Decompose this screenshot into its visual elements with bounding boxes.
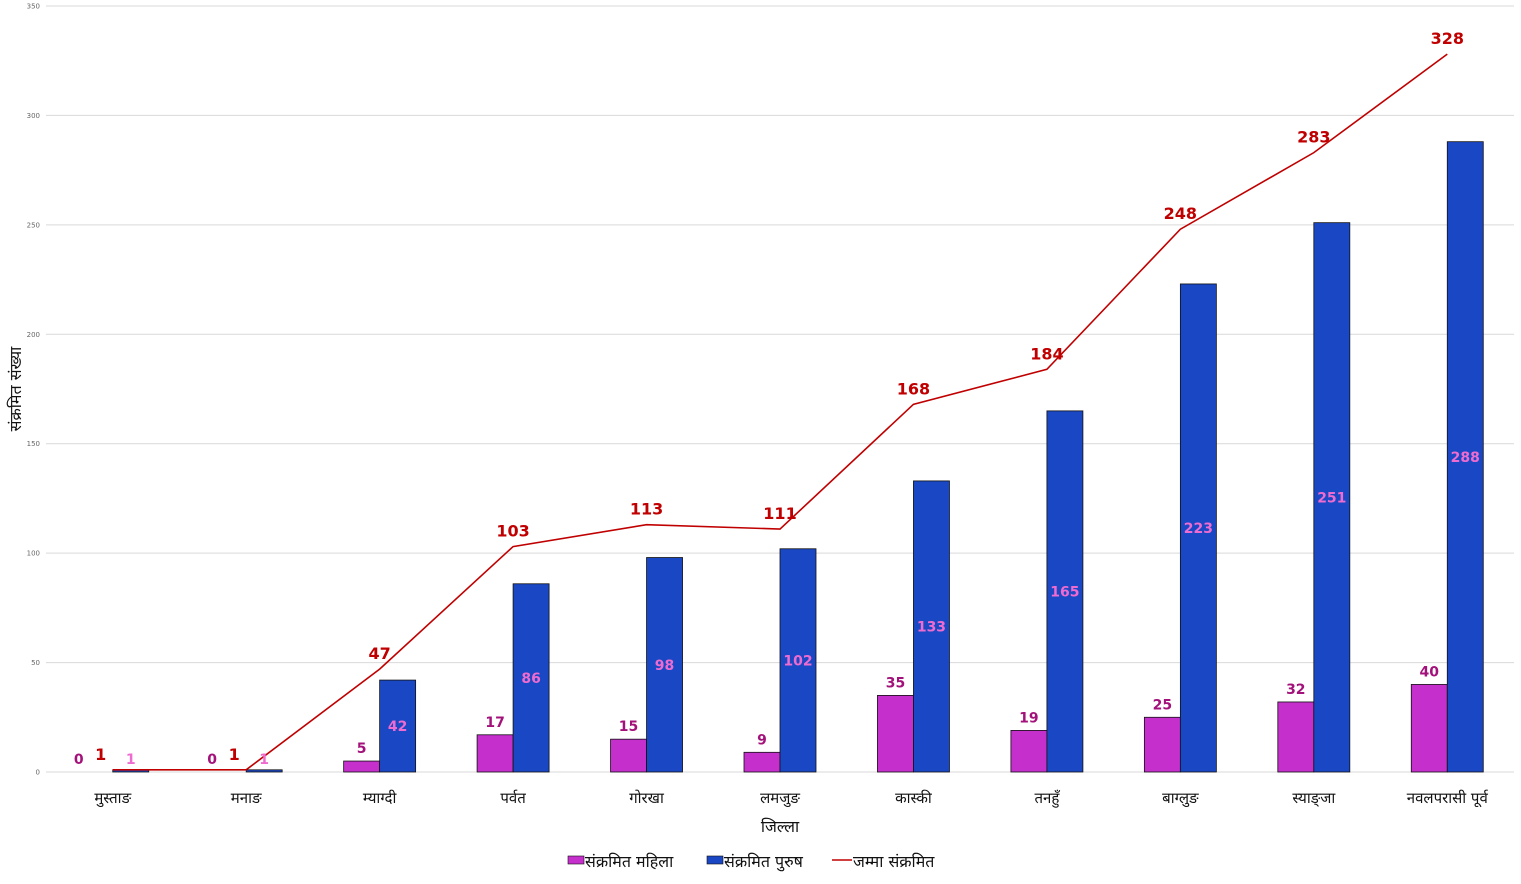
legend-label-male: संक्रमित पुरुष [724, 852, 804, 872]
bar-male-2 [379, 679, 417, 773]
legend-swatch-female [567, 855, 585, 865]
bar-female-10 [1410, 684, 1448, 773]
label-total-2: 47 [369, 644, 391, 663]
label-total-0: 1 [95, 745, 106, 764]
label-female-5: 9 [757, 732, 767, 748]
bar-male-9 [1313, 222, 1351, 773]
label-male-0: 1 [126, 752, 136, 768]
label-total-7: 184 [1030, 344, 1063, 363]
x-tick-0: मुस्ताङ [94, 789, 131, 808]
x-tick-10: नवलपरासी पूर्व [1407, 789, 1489, 808]
x-tick-6: कास्की [895, 789, 933, 807]
label-male-1: 1 [259, 752, 269, 768]
label-total-5: 111 [763, 504, 796, 523]
label-male-7: 165 [1050, 584, 1079, 600]
label-total-3: 103 [496, 522, 529, 541]
label-female-2: 5 [357, 741, 367, 757]
bar-female-2 [343, 760, 381, 773]
label-male-8: 223 [1184, 521, 1213, 537]
x-axis-title: जिल्ला [761, 817, 800, 836]
label-female-0: 0 [74, 752, 84, 768]
bar-male-10 [1446, 141, 1484, 773]
bar-male-3 [512, 583, 550, 773]
bar-male-6 [913, 480, 950, 773]
bar-male-8 [1179, 283, 1217, 773]
label-total-6: 168 [897, 379, 930, 398]
y-tick-100: 100 [27, 550, 40, 558]
bar-female-4 [610, 738, 647, 773]
y-tick-150: 150 [27, 440, 40, 448]
bar-female-3 [476, 734, 514, 773]
y-tick-50: 50 [31, 659, 40, 667]
label-female-1: 0 [207, 752, 217, 768]
x-tick-7: तनहुँ [1034, 789, 1060, 808]
label-male-9: 251 [1317, 490, 1346, 506]
total-line [112, 53, 1448, 771]
bar-female-9 [1277, 701, 1315, 773]
label-male-2: 42 [388, 719, 407, 735]
bar-female-6 [877, 695, 914, 773]
label-female-4: 15 [619, 719, 638, 735]
series-line-total [112, 53, 1448, 771]
label-total-1: 1 [229, 745, 240, 764]
label-male-3: 86 [521, 671, 540, 687]
x-tick-2: म्याग्दी [363, 789, 398, 807]
legend-swatch-male [706, 855, 724, 865]
bar-male-7 [1046, 410, 1084, 773]
label-total-10: 328 [1431, 29, 1464, 48]
y-tick-0: 0 [36, 769, 40, 777]
label-female-6: 35 [886, 675, 905, 691]
label-male-4: 98 [655, 658, 674, 674]
x-tick-4: गोरखा [629, 789, 665, 807]
label-total-4: 113 [630, 500, 663, 519]
legend: संक्रमित महिला संक्रमित पुरुष जम्मा संक्रम… [567, 852, 935, 872]
y-tick-300: 300 [27, 112, 40, 120]
bar-male-5 [779, 548, 817, 773]
bar-female-5 [743, 751, 781, 773]
x-tick-1: मनाङ [231, 789, 262, 807]
bar-male-4 [646, 557, 683, 773]
label-male-6: 133 [917, 619, 946, 635]
y-axis-title: संक्रमित संख्या [6, 346, 25, 431]
label-female-9: 32 [1286, 682, 1305, 698]
x-tick-9: स्याङ्जा [1292, 789, 1336, 807]
label-female-10: 40 [1420, 664, 1440, 680]
bars [112, 141, 1484, 773]
y-tick-200: 200 [27, 331, 40, 339]
label-female-8: 25 [1153, 697, 1172, 713]
x-tick-labels: मुस्ताङ मनाङ म्याग्दी पर्वत गोरखा लमजुङ कास्की… [94, 789, 1488, 808]
x-tick-8: बाग्लुङ [1162, 789, 1199, 808]
legend-label-total: जम्मा संक्रमित [853, 852, 935, 871]
label-male-10: 288 [1451, 450, 1480, 466]
y-tick-250: 250 [27, 221, 40, 229]
bar-male-1 [245, 769, 283, 773]
label-male-5: 102 [783, 653, 812, 669]
label-female-3: 17 [485, 715, 504, 731]
x-tick-3: पर्वत [500, 789, 526, 807]
label-total-9: 283 [1297, 128, 1330, 147]
legend-label-female: संक्रमित महिला [585, 852, 674, 871]
y-tick-350: 350 [27, 3, 40, 11]
label-female-7: 19 [1019, 710, 1038, 726]
bar-female-8 [1143, 716, 1181, 773]
bar-female-7 [1010, 730, 1048, 773]
x-tick-5: लमजुङ [760, 789, 800, 808]
y-tick-labels: 0 50 100 150 200 250 300 350 [27, 3, 40, 777]
label-total-8: 248 [1164, 204, 1197, 223]
